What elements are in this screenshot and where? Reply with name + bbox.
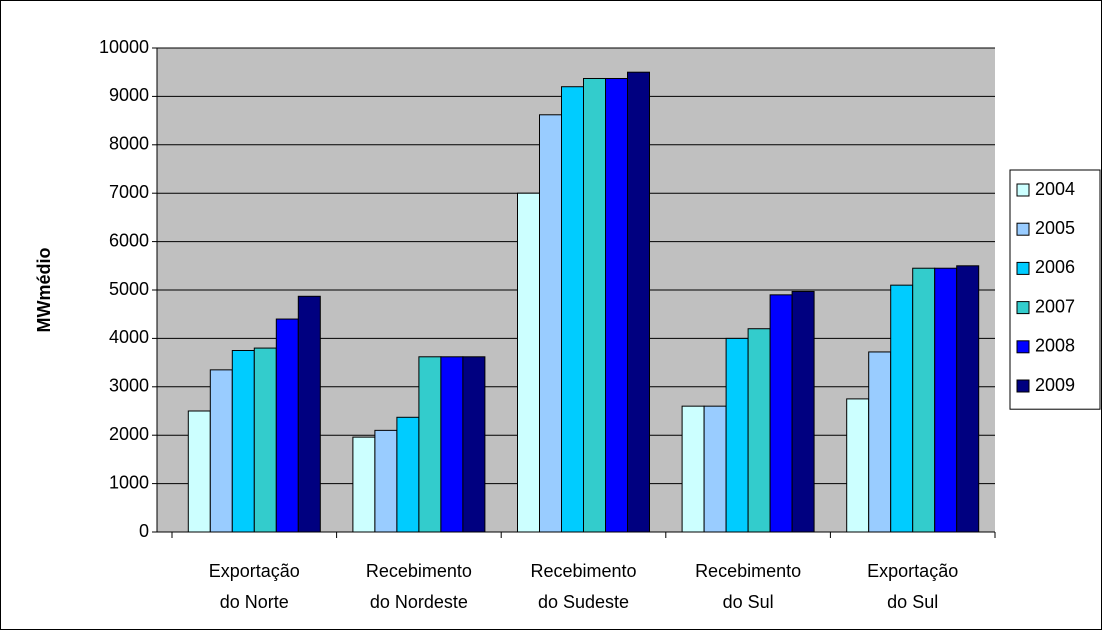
y-tick-label: 9000: [109, 85, 149, 105]
bar: [627, 71, 650, 533]
y-tick-label: 6000: [109, 230, 149, 250]
legend-swatch: [1016, 301, 1030, 315]
legend-swatch: [1016, 261, 1030, 275]
legend-swatch: [1016, 340, 1030, 354]
legend-swatch: [1016, 379, 1030, 393]
bar: [912, 267, 936, 533]
bar: [791, 290, 815, 533]
y-tick-label: 8000: [109, 134, 149, 154]
bar: [681, 405, 705, 533]
bar: [583, 77, 606, 533]
y-tick-label: 4000: [109, 327, 149, 347]
bar: [539, 114, 562, 533]
bar: [352, 436, 376, 533]
bar: [605, 77, 628, 533]
bar: [868, 351, 892, 533]
y-tick-label: 2000: [109, 424, 149, 444]
bar: [890, 284, 914, 533]
y-tick-label: 0: [139, 521, 149, 541]
legend-label: 2008: [1035, 336, 1075, 356]
bar: [187, 410, 211, 533]
x-tick-label: Recebimento: [366, 561, 472, 581]
y-tick-label: 10000: [99, 37, 149, 57]
bar: [462, 356, 486, 533]
bar: [297, 295, 321, 533]
x-tick-label: do Norte: [220, 592, 289, 612]
bar: [374, 429, 398, 533]
bar: [440, 356, 464, 533]
legend-swatch: [1016, 183, 1030, 197]
bar: [747, 328, 771, 533]
bar: [561, 86, 584, 533]
legend-label: 2005: [1035, 218, 1075, 238]
x-tick-label: do Sul: [887, 592, 938, 612]
bar: [956, 265, 980, 533]
x-tick-label: Exportação: [867, 561, 958, 581]
bar: [231, 350, 255, 533]
legend-label: 2006: [1035, 257, 1075, 277]
x-tick-label: Exportação: [209, 561, 300, 581]
bar: [934, 267, 958, 533]
legend-box: [1009, 169, 1101, 410]
legend-label: 2004: [1035, 179, 1075, 199]
bar: [396, 416, 420, 533]
x-tick-label: do Nordeste: [370, 592, 468, 612]
legend-label: 2009: [1035, 375, 1075, 395]
y-tick-label: 5000: [109, 279, 149, 299]
y-tick-label: 7000: [109, 182, 149, 202]
bar: [846, 398, 870, 533]
bar: [209, 369, 233, 533]
bar: [253, 347, 277, 533]
bar: [703, 405, 727, 533]
x-tick-label: Recebimento: [530, 561, 636, 581]
x-tick-label: do Sul: [723, 592, 774, 612]
x-tick-label: Recebimento: [695, 561, 801, 581]
bar: [769, 294, 793, 533]
y-tick-label: 3000: [109, 376, 149, 396]
legend-swatch: [1016, 222, 1030, 236]
bar: [725, 337, 749, 533]
y-tick-label: 1000: [109, 472, 149, 492]
bar: [275, 318, 299, 533]
bar: [517, 192, 540, 533]
x-tick-label: do Sudeste: [538, 592, 629, 612]
y-axis-title: MWmédio: [34, 248, 54, 333]
bar: [418, 356, 442, 533]
legend-label: 2007: [1035, 296, 1075, 316]
